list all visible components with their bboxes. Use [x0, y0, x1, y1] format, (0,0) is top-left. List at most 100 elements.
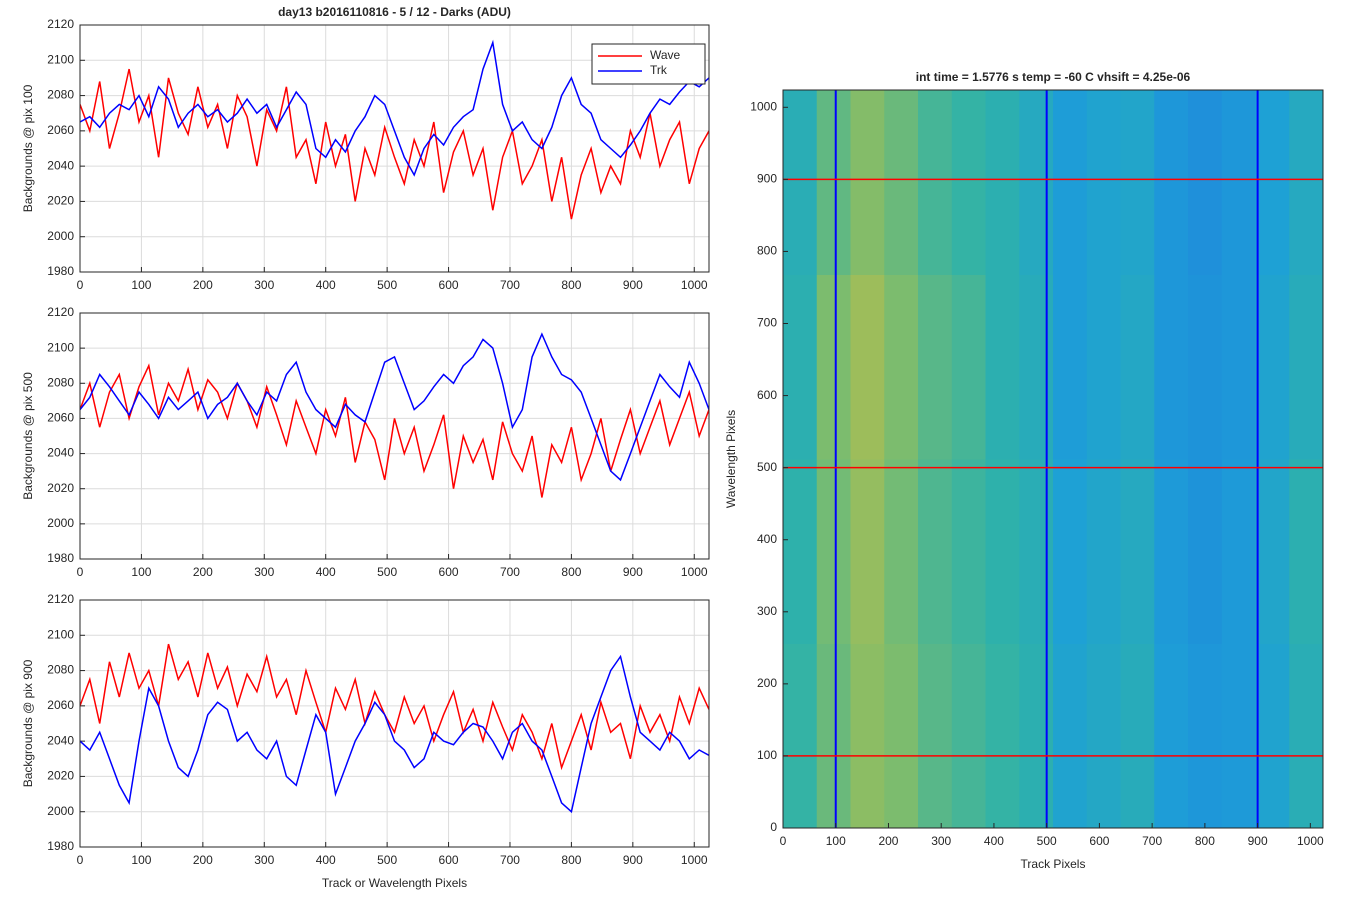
heatmap-cell	[1289, 643, 1323, 828]
heatmap-cell	[1019, 274, 1054, 460]
heatmap-cell	[850, 643, 885, 828]
heatmap-cell	[1053, 90, 1088, 275]
heatmap-cell	[1154, 274, 1189, 460]
x-tick-label: 400	[316, 565, 336, 579]
x-tick-label: 600	[439, 853, 459, 867]
heatmap-cell	[1086, 274, 1121, 460]
y-tick-label: 700	[757, 316, 777, 330]
x-tick-label: 200	[193, 565, 213, 579]
x-tick-label: 0	[77, 565, 84, 579]
y-tick-label: 2020	[47, 769, 74, 783]
x-tick-label: 400	[316, 278, 336, 292]
heatmap-cell	[884, 459, 919, 644]
y-tick-label: 2080	[47, 663, 74, 677]
y-tick-label: 2000	[47, 804, 74, 818]
x-tick-label: 300	[254, 565, 274, 579]
y-tick-label: 2100	[47, 52, 74, 66]
x-tick-label: 100	[826, 834, 846, 848]
x-tick-label: 300	[931, 834, 951, 848]
series-line	[80, 39, 709, 177]
axes-frame	[79, 599, 710, 848]
y-tick-label: 800	[757, 244, 777, 258]
y-axis-label: Backgrounds @ pix 500	[21, 372, 35, 500]
heatmap-cell	[985, 459, 1020, 644]
heatmap-cell	[951, 459, 986, 644]
y-tick-label: 200	[757, 676, 777, 690]
series-line	[80, 654, 709, 814]
x-tick-label: 600	[1089, 834, 1109, 848]
x-tick-label: 400	[984, 834, 1004, 848]
series-line	[80, 363, 709, 498]
x-tick-label: 100	[131, 565, 151, 579]
heatmap-cell	[1188, 90, 1223, 275]
x-tick-label: 700	[1142, 834, 1162, 848]
x-tick-label: 700	[500, 278, 520, 292]
axes: 1980 2000 2020 2040 2060 2080 2100 2120 0 100 200 3…	[21, 5, 710, 292]
y-tick-label: 1980	[47, 551, 74, 565]
heatmap-cell	[1221, 643, 1256, 828]
heatmap-cell	[1019, 459, 1054, 644]
x-tick-label: 1000	[681, 853, 708, 867]
y-axis-label: Wavelength Pixels	[724, 410, 738, 508]
axes-frame	[79, 24, 710, 273]
heatmap-cell	[918, 274, 953, 460]
heatmap-cell	[1154, 643, 1189, 828]
heatmap-cell	[1289, 90, 1323, 275]
y-tick-label: 2120	[47, 17, 74, 31]
x-tick-label: 0	[77, 853, 84, 867]
heatmap-cell	[1086, 459, 1121, 644]
heatmap-cell	[1154, 90, 1189, 275]
y-tick-label: 2060	[47, 698, 74, 712]
heatmap-cell	[1255, 90, 1290, 275]
y-tick-label: 1000	[750, 99, 777, 113]
heatmap-cell	[783, 643, 818, 828]
heatmap-cell	[816, 90, 851, 275]
axes: 1980 2000 2020 2040 2060 2080 2100 2120 0 100 200 3…	[21, 592, 710, 890]
chart-title: int time = 1.5776 s temp = -60 C vhsift …	[916, 70, 1191, 84]
x-tick-label: 900	[623, 278, 643, 292]
series-line	[80, 643, 709, 771]
x-tick-label: 500	[1037, 834, 1057, 848]
x-tick-label: 300	[254, 853, 274, 867]
y-tick-label: 2000	[47, 229, 74, 243]
heatmap-cell	[985, 643, 1020, 828]
x-tick-label: 800	[561, 565, 581, 579]
y-tick-label: 2000	[47, 516, 74, 530]
x-tick-label: 1000	[681, 565, 708, 579]
heatmap-cell	[1255, 459, 1290, 644]
heatmap-cell	[850, 90, 885, 275]
chart-title: day13 b2016110816 - 5 / 12 - Darks (ADU)	[278, 5, 511, 19]
y-tick-label: 2040	[47, 446, 74, 460]
heatmap-cell	[783, 90, 818, 275]
x-tick-label: 800	[561, 278, 581, 292]
heatmap-cell	[884, 274, 919, 460]
heatmap-cell	[1255, 643, 1290, 828]
y-tick-label: 2060	[47, 411, 74, 425]
heatmap-cell	[951, 643, 986, 828]
plot-content	[80, 643, 709, 814]
x-tick-label: 200	[878, 834, 898, 848]
y-tick-label: 400	[757, 532, 777, 546]
heatmap-cell	[951, 90, 986, 275]
y-tick-label: 900	[757, 172, 777, 186]
heatmap-cell	[1120, 90, 1155, 275]
heatmap-cell	[1221, 274, 1256, 460]
x-tick-label: 0	[77, 278, 84, 292]
axes: 1980 2000 2020 2040 2060 2080 2100 2120 0 100 200 3…	[21, 305, 710, 579]
y-tick-label: 2100	[47, 340, 74, 354]
x-tick-label: 700	[500, 565, 520, 579]
heatmap-cell	[951, 274, 986, 460]
x-tick-label: 1000	[1297, 834, 1324, 848]
x-tick-label: 100	[131, 278, 151, 292]
y-tick-label: 2040	[47, 158, 74, 172]
y-axis-label: Backgrounds @ pix 100	[21, 84, 35, 212]
y-tick-label: 2120	[47, 305, 74, 319]
y-tick-label: 600	[757, 388, 777, 402]
heatmap-cell	[884, 643, 919, 828]
heatmap-cell	[1120, 643, 1155, 828]
axes-frame	[79, 312, 710, 560]
heatmap-cell	[1154, 459, 1189, 644]
heatmap-cell	[1053, 643, 1088, 828]
